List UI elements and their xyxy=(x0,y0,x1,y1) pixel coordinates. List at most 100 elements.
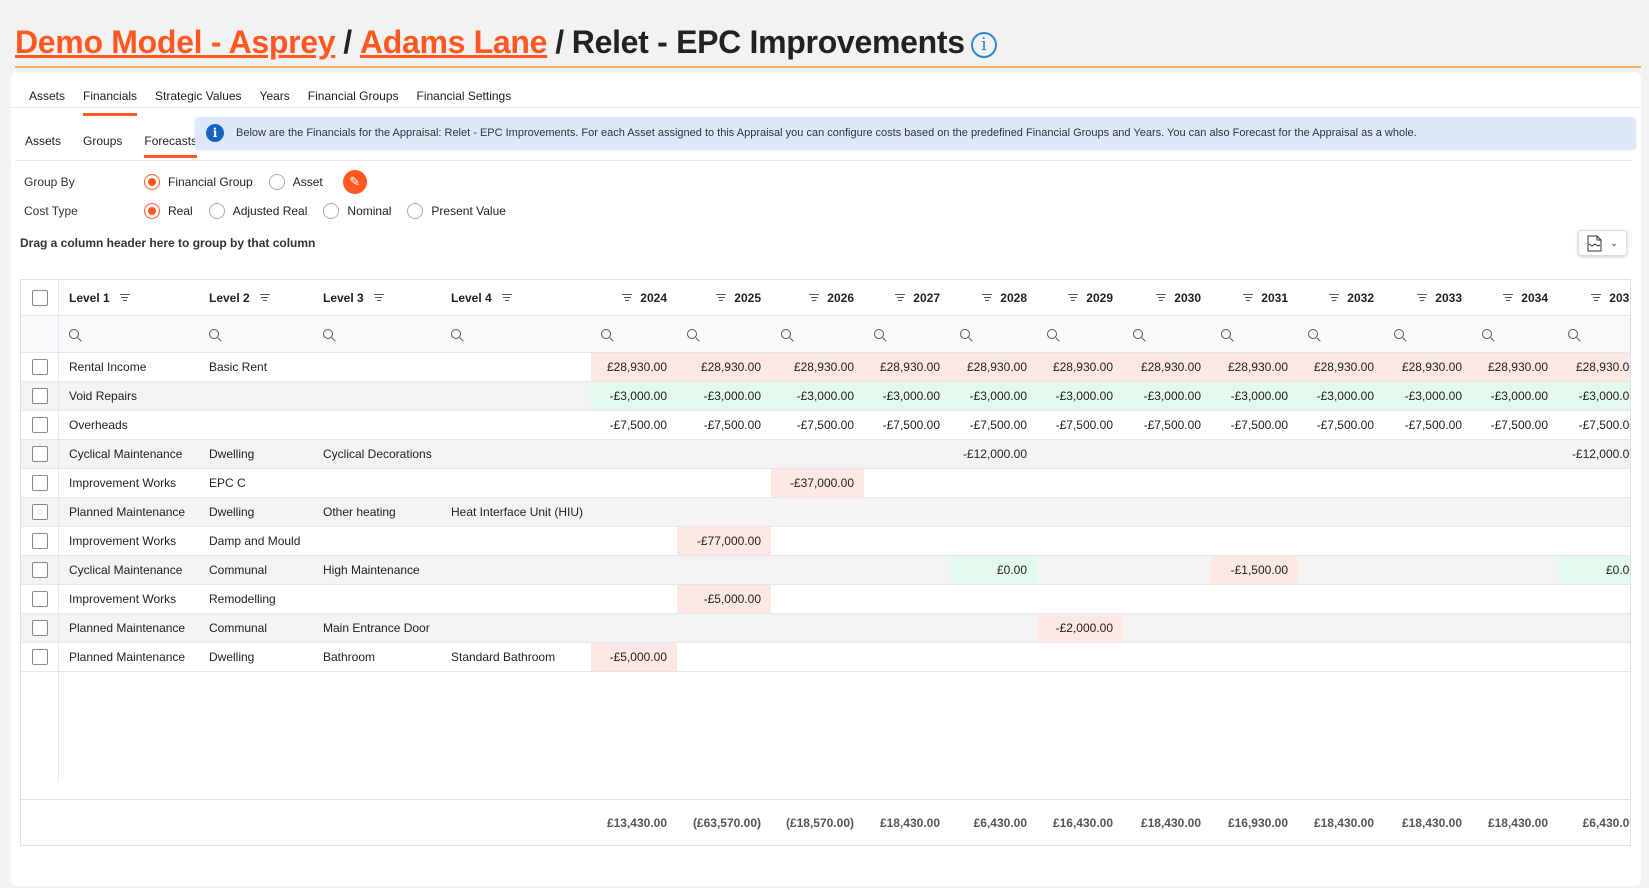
filter-icon[interactable] xyxy=(809,293,820,302)
year-value-cell[interactable] xyxy=(1384,556,1472,584)
year-value-cell[interactable] xyxy=(1558,498,1630,526)
year-value-cell[interactable] xyxy=(1123,585,1211,613)
year-value-cell[interactable]: £28,930.00 xyxy=(864,353,950,381)
year-value-cell[interactable] xyxy=(864,614,950,642)
column-header-2033[interactable]: 2033 xyxy=(1384,280,1472,315)
filter-cell[interactable] xyxy=(59,316,199,352)
year-value-cell[interactable] xyxy=(1384,498,1472,526)
select-all-checkbox[interactable] xyxy=(31,289,48,306)
year-value-cell[interactable] xyxy=(1558,614,1630,642)
year-value-cell[interactable]: £0.00 xyxy=(950,556,1037,584)
year-value-cell[interactable] xyxy=(864,585,950,613)
filter-cell[interactable] xyxy=(771,316,864,352)
year-value-cell[interactable] xyxy=(591,614,677,642)
radio-present-value[interactable]: Present Value xyxy=(407,203,506,219)
filter-cell[interactable] xyxy=(1472,316,1558,352)
year-value-cell[interactable]: -£3,000.00 xyxy=(1472,382,1558,410)
filter-cell[interactable] xyxy=(441,316,591,352)
year-value-cell[interactable]: -£3,000.00 xyxy=(1558,382,1630,410)
filter-icon[interactable] xyxy=(501,293,512,302)
year-value-cell[interactable]: £28,930.00 xyxy=(950,353,1037,381)
radio-asset[interactable]: Asset xyxy=(268,174,323,190)
column-header-level-2[interactable]: Level 2 xyxy=(199,280,313,315)
search-icon[interactable] xyxy=(1568,329,1578,339)
year-value-cell[interactable]: -£7,500.00 xyxy=(882,418,940,432)
filter-icon[interactable] xyxy=(1156,293,1167,302)
filter-icon[interactable] xyxy=(119,293,130,302)
year-value-cell[interactable] xyxy=(677,440,771,468)
year-value-cell[interactable] xyxy=(1123,498,1211,526)
search-icon[interactable] xyxy=(1308,329,1318,339)
year-value-cell[interactable] xyxy=(771,440,864,468)
year-value-cell[interactable]: -£12,000.00 xyxy=(1571,447,1631,461)
filter-cell[interactable] xyxy=(199,316,313,352)
year-value-cell[interactable]: -£3,000.00 xyxy=(591,382,677,410)
year-value-cell[interactable] xyxy=(1123,614,1211,642)
year-value-cell[interactable]: -£3,000.00 xyxy=(864,382,950,410)
year-value-cell[interactable] xyxy=(1123,556,1211,584)
year-value-cell[interactable] xyxy=(1558,585,1630,613)
row-checkbox[interactable] xyxy=(31,417,48,433)
year-value-cell[interactable]: -£5,000.00 xyxy=(591,643,677,671)
year-value-cell[interactable]: -£7,500.00 xyxy=(1578,418,1631,432)
search-icon[interactable] xyxy=(687,329,697,339)
table-row[interactable]: Overheads -£7,500.00 -£7,500.00 -£7,500.00 -… xyxy=(21,411,1631,440)
search-icon[interactable] xyxy=(1221,329,1231,339)
row-checkbox[interactable] xyxy=(31,533,48,549)
row-checkbox[interactable] xyxy=(31,359,48,375)
year-value-cell[interactable] xyxy=(864,498,950,526)
export-button[interactable]: ⌄ xyxy=(1578,230,1627,256)
year-value-cell[interactable] xyxy=(1472,440,1558,468)
table-row[interactable]: Cyclical Maintenance Dwelling Cyclical Dec… xyxy=(21,440,1631,469)
year-value-cell[interactable]: £28,930.00 xyxy=(591,353,677,381)
tab-strategic-values[interactable]: Strategic Values xyxy=(155,89,242,103)
tab-years[interactable]: Years xyxy=(259,89,290,103)
year-value-cell[interactable] xyxy=(591,527,677,555)
breadcrumb-model-link[interactable]: Demo Model - Asprey xyxy=(15,24,336,60)
column-header-2034[interactable]: 2034 xyxy=(1472,280,1558,315)
search-icon[interactable] xyxy=(1482,329,1492,339)
search-icon[interactable] xyxy=(1047,329,1057,339)
filter-cell[interactable] xyxy=(1558,316,1630,352)
year-value-cell[interactable] xyxy=(1558,527,1630,555)
year-value-cell[interactable]: -£3,000.00 xyxy=(1298,382,1384,410)
column-header-level-4[interactable]: Level 4 xyxy=(441,280,591,315)
year-value-cell[interactable]: £28,930.00 xyxy=(1558,353,1630,381)
filter-cell[interactable] xyxy=(1298,316,1384,352)
year-value-cell[interactable]: -£7,500.00 xyxy=(1055,418,1113,432)
year-value-cell[interactable] xyxy=(1037,440,1123,468)
year-value-cell[interactable]: -£7,500.00 xyxy=(1490,418,1548,432)
year-value-cell[interactable] xyxy=(1123,643,1211,671)
year-value-cell[interactable]: -£7,500.00 xyxy=(609,418,667,432)
table-row[interactable]: Void Repairs -£3,000.00 -£3,000.00 -£3,000.… xyxy=(21,382,1630,411)
year-value-cell[interactable] xyxy=(677,498,771,526)
radio-adjusted-real[interactable]: Adjusted Real xyxy=(208,203,307,219)
tab-financial-settings[interactable]: Financial Settings xyxy=(416,89,512,103)
year-value-cell[interactable]: -£12,000.00 xyxy=(962,447,1027,461)
year-value-cell[interactable] xyxy=(1472,527,1558,555)
year-value-cell[interactable] xyxy=(1472,643,1558,671)
year-value-cell[interactable] xyxy=(591,469,677,497)
year-value-cell[interactable] xyxy=(950,614,1037,642)
radio-circle[interactable] xyxy=(208,203,225,219)
filter-icon[interactable] xyxy=(1417,293,1428,302)
filter-cell[interactable] xyxy=(1384,316,1472,352)
year-value-cell[interactable] xyxy=(864,527,950,555)
year-value-cell[interactable]: -£3,000.00 xyxy=(1037,382,1123,410)
filter-cell[interactable] xyxy=(1123,316,1211,352)
filter-icon[interactable] xyxy=(373,293,384,302)
year-value-cell[interactable] xyxy=(1123,440,1211,468)
column-header-level-1[interactable]: Level 1 xyxy=(59,280,199,315)
year-value-cell[interactable] xyxy=(1558,643,1630,671)
year-value-cell[interactable]: -£3,000.00 xyxy=(1384,382,1472,410)
year-value-cell[interactable] xyxy=(950,498,1037,526)
row-checkbox[interactable] xyxy=(31,562,48,578)
filter-cell[interactable] xyxy=(677,316,771,352)
row-checkbox[interactable] xyxy=(31,446,48,462)
year-value-cell[interactable] xyxy=(1384,585,1472,613)
year-value-cell[interactable]: £28,930.00 xyxy=(677,353,771,381)
year-value-cell[interactable]: £28,930.00 xyxy=(1123,353,1211,381)
table-row[interactable]: Rental Income Basic Rent £28,930.00 £28,930… xyxy=(21,353,1630,382)
info-icon[interactable]: i xyxy=(970,32,997,58)
year-value-cell[interactable] xyxy=(1298,440,1384,468)
